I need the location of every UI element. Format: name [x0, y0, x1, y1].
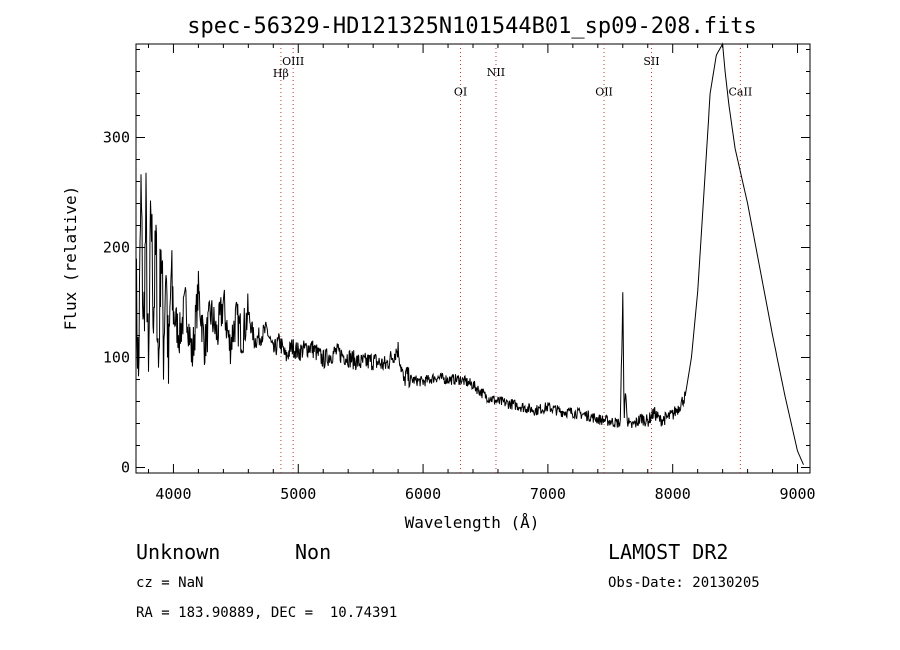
class-type: Unknown [136, 540, 221, 564]
x-axis-label: Wavelength (Å) [405, 513, 540, 532]
line-marker-label: OI [454, 86, 467, 99]
y-tick-label: 200 [103, 239, 130, 257]
survey-name: LAMOST DR2 [608, 540, 729, 564]
y-tick-label: 100 [103, 349, 130, 367]
line-marker-label: OIII [282, 55, 304, 68]
subclass: Non [295, 540, 332, 564]
redshift-cz: cz = NaN [136, 575, 204, 591]
y-axis-label: Flux (relative) [61, 186, 80, 331]
y-tick-label: 0 [121, 459, 130, 477]
chart-title: spec-56329-HD121325N101544B01_sp09-208.f… [187, 14, 757, 39]
line-marker-label: NII [487, 66, 505, 79]
line-marker-label: Hβ [273, 67, 289, 80]
x-tick-label: 5000 [280, 485, 316, 503]
x-tick-label: 9000 [779, 485, 815, 503]
x-tick-label: 8000 [655, 485, 691, 503]
obs-date: Obs-Date: 20130205 [608, 575, 760, 591]
x-tick-label: 4000 [155, 485, 191, 503]
axes: 4000 5000 6000 7000 8000 9000 0 100 200 300 [103, 44, 816, 503]
spectrum-line [135, 42, 804, 465]
line-marker-label: OII [595, 86, 613, 99]
coordinates: RA = 183.90889, DEC = 10.74391 [136, 605, 398, 621]
x-tick-label: 6000 [405, 485, 441, 503]
y-tick-label: 300 [103, 129, 130, 147]
x-tick-label: 7000 [530, 485, 566, 503]
line-marker-label: CaII [729, 86, 753, 99]
line-marker-label: SII [643, 55, 659, 68]
